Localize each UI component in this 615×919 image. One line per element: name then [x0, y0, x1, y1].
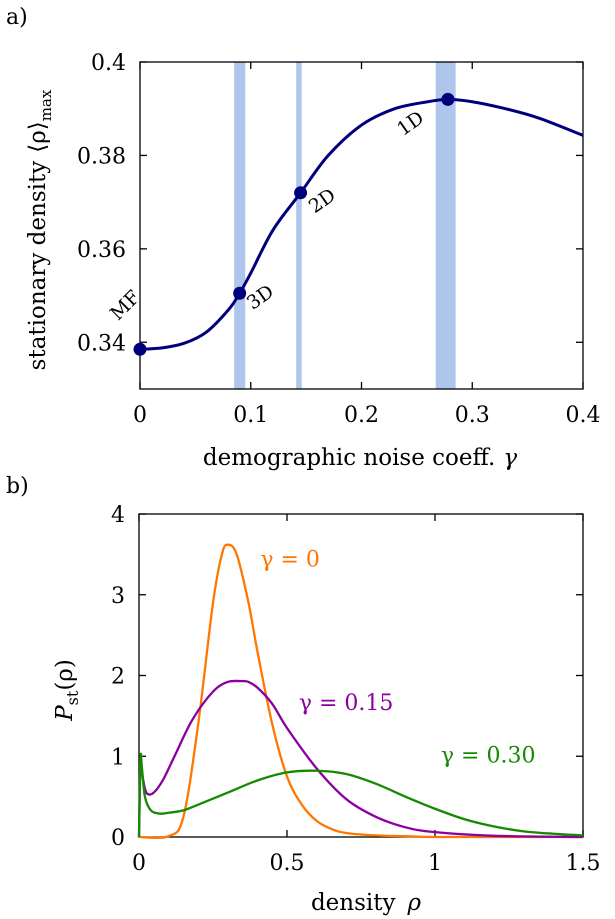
density-curve — [139, 97, 584, 351]
x-tick-label: 0 — [132, 851, 146, 876]
point-label-2d: 2D — [305, 184, 340, 218]
y-tick-label: 0.36 — [77, 238, 126, 263]
x-tick-label: 0.4 — [566, 403, 601, 428]
data-point-2d — [294, 186, 308, 200]
highlight-bands — [234, 62, 456, 389]
band-1 — [296, 62, 302, 389]
axes-frame — [139, 61, 584, 390]
point-label-mf: MF — [106, 286, 145, 325]
series-label-0: γ = 0 — [260, 547, 320, 572]
panel-b-label: b) — [6, 474, 29, 499]
x-tick-label: 0.1 — [233, 403, 268, 428]
y-tick-label: 0.4 — [91, 51, 126, 76]
panel-b: b) γ = 0γ = 0.15γ = 0.30 0 0.5 1 1.5 01234 … — [6, 474, 601, 916]
plot-frame-b — [138, 513, 584, 838]
y-tick-label: 2 — [111, 665, 125, 690]
x-tick-label: 0 — [133, 403, 147, 428]
x-tick-label: 1.5 — [566, 851, 601, 876]
x-axis-label-b: density ρ — [311, 890, 422, 916]
data-point-1d — [441, 92, 455, 106]
x-tick-labels-b: 0 0.5 1 1.5 — [132, 851, 601, 876]
point-label-1d: 1D — [393, 107, 428, 141]
x-tick-labels: 0 0.1 0.2 0.3 0.4 — [133, 403, 601, 428]
distribution-curves: γ = 0 γ = 0.15 γ = 0.30 — [137, 543, 584, 840]
y-tick-label: 0 — [111, 826, 125, 851]
y-tick-labels-b: 0 1 2 3 4 — [111, 503, 125, 851]
y-tick-label: 4 — [111, 503, 125, 528]
series-line-2 — [137, 752, 584, 838]
y-axis-label-b: Pst(ρ) — [52, 659, 82, 722]
x-axis-label-a: demographic noise coeff. γ — [203, 445, 517, 471]
band-0 — [234, 62, 246, 389]
series-line-1 — [137, 679, 584, 839]
x-tick-label: 0.2 — [344, 403, 379, 428]
y-axis-label-a: stationary density⟨ρ⟩max — [25, 89, 55, 370]
x-tick-label: 0.3 — [455, 403, 490, 428]
y-tick-label: 3 — [111, 584, 125, 609]
y-tick-label: 0.34 — [77, 331, 126, 356]
series-label-1: γ = 0.15 — [299, 691, 394, 716]
panel-a-label: a) — [6, 5, 28, 30]
data-point-3d — [233, 286, 247, 300]
y-tick-labels: 0.34 0.36 0.38 0.4 — [77, 51, 126, 356]
dimension-points: MF 3D 2D 1D — [106, 92, 455, 356]
y-tick-label: 0.38 — [77, 144, 126, 169]
band-2 — [435, 62, 456, 389]
axes-frame-b — [138, 513, 584, 838]
series-label-2: γ = 0.30 — [441, 744, 536, 769]
x-tick-label: 1 — [428, 851, 442, 876]
y-tick-label: 1 — [111, 745, 125, 770]
data-point-mf — [133, 342, 147, 356]
point-label-3d: 3D — [243, 281, 278, 315]
x-tick-label: 0.5 — [270, 851, 305, 876]
